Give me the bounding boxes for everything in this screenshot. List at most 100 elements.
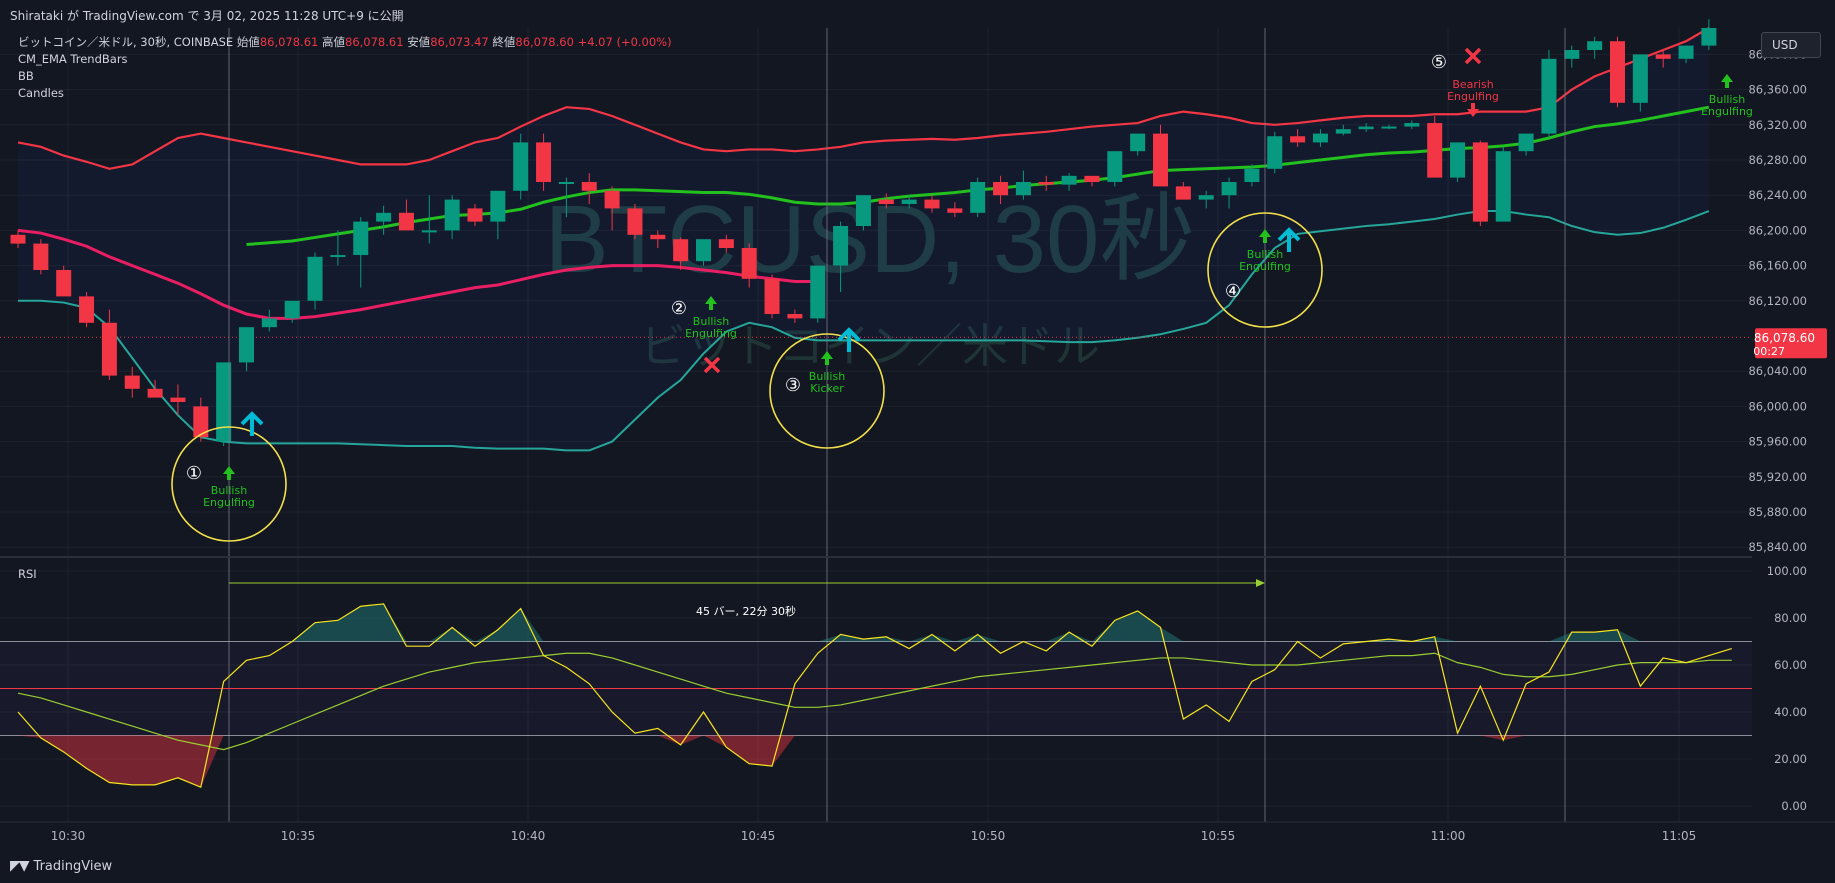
currency-button[interactable]: USD bbox=[1761, 32, 1821, 58]
candle-body bbox=[970, 182, 986, 213]
candle-body bbox=[581, 182, 597, 191]
symbol-line: ビットコイン／米ドル, 30秒, COINBASE bbox=[18, 35, 234, 49]
candle-body bbox=[1084, 175, 1100, 182]
candle-body bbox=[330, 255, 346, 258]
symbol-legend: ビットコイン／米ドル, 30秒, COINBASE 始値86,078.61 高値… bbox=[18, 34, 672, 50]
rsi-ma-line bbox=[17, 652, 1732, 751]
grid bbox=[0, 28, 1835, 822]
measure-label: 45 バー, 22分 30秒 bbox=[696, 604, 796, 618]
pattern-label-line1: Bullish bbox=[1247, 248, 1283, 261]
highlight-circle bbox=[1207, 212, 1323, 328]
price-tick-label: 86,200.00 bbox=[1748, 223, 1807, 237]
candle-body bbox=[833, 226, 849, 266]
price-tick-label: 86,000.00 bbox=[1748, 399, 1807, 413]
time-tick-label: 10:50 bbox=[971, 829, 1006, 843]
time-tick-label: 10:30 bbox=[51, 829, 86, 843]
candle-body bbox=[513, 142, 529, 191]
cross-icon bbox=[1464, 47, 1482, 65]
rsi-line bbox=[17, 603, 1732, 789]
time-tick-label: 11:00 bbox=[1431, 829, 1466, 843]
candle-body bbox=[947, 208, 963, 213]
price-axis-bg bbox=[1752, 28, 1835, 822]
candle-body bbox=[490, 190, 506, 222]
price-tick-label: 85,880.00 bbox=[1748, 505, 1807, 519]
candle-body bbox=[1153, 133, 1168, 187]
candle-body bbox=[1518, 133, 1534, 152]
candle-body bbox=[718, 239, 734, 248]
candle-body bbox=[764, 278, 780, 314]
high-value: 86,078.61 bbox=[345, 35, 404, 49]
candle-body bbox=[1541, 58, 1557, 134]
candle-body bbox=[124, 375, 140, 389]
up-arrow-icon bbox=[223, 466, 235, 480]
candle-body bbox=[147, 388, 163, 398]
brand-text: TradingView bbox=[33, 858, 113, 874]
pattern-label-line1: Bullish bbox=[693, 315, 729, 328]
indicator-rsi[interactable]: RSI bbox=[18, 567, 37, 581]
pattern-label-line2: Engulfing bbox=[203, 496, 255, 509]
highlight-circle bbox=[769, 333, 885, 449]
price-tick-label: 86,360.00 bbox=[1748, 83, 1807, 97]
rsi-tick-label: 60.00 bbox=[1774, 658, 1807, 672]
candle-body bbox=[1587, 41, 1603, 50]
marker-number: ④ bbox=[1225, 281, 1241, 302]
candle-body bbox=[421, 230, 437, 233]
main-pane-bg bbox=[0, 28, 1835, 556]
indicator-bb[interactable]: BB bbox=[18, 69, 34, 83]
candle-body bbox=[993, 182, 1009, 196]
price-tick-label: 86,320.00 bbox=[1748, 118, 1807, 132]
candle-body bbox=[56, 270, 72, 297]
candle-body bbox=[1701, 28, 1717, 46]
marker-number: ⑤ bbox=[1431, 52, 1447, 73]
tradingview-logo-icon: ◤▼ bbox=[10, 858, 29, 874]
time-tick-label: 10:45 bbox=[741, 829, 776, 843]
price-tick-label: 86,280.00 bbox=[1748, 153, 1807, 167]
candle-body bbox=[650, 234, 666, 240]
time-tick-label: 10:40 bbox=[511, 829, 546, 843]
rsi-tick-label: 40.00 bbox=[1774, 705, 1807, 719]
footer bbox=[0, 852, 1835, 883]
candle-body bbox=[467, 208, 483, 222]
candle-body bbox=[1038, 182, 1054, 185]
price-tick-label: 85,960.00 bbox=[1748, 435, 1807, 449]
candle-body bbox=[1290, 136, 1306, 143]
open-value: 86,078.61 bbox=[259, 35, 319, 49]
down-arrow-icon bbox=[1467, 103, 1479, 117]
pattern-label-line1: Bullish bbox=[1709, 93, 1745, 106]
high-label: 高値 bbox=[322, 35, 345, 49]
candle-body bbox=[1061, 175, 1077, 185]
axes: 86,400.0086,360.0086,320.0086,280.0086,2… bbox=[0, 28, 1835, 852]
publish-text: Shirataki が TradingView.com で 3月 02, 202… bbox=[10, 9, 404, 23]
candle-body bbox=[101, 322, 117, 376]
candle-body bbox=[353, 221, 369, 256]
candle-body bbox=[1335, 129, 1351, 134]
pattern-label-line2: Engulfing bbox=[1701, 105, 1753, 118]
up-arrow-icon bbox=[821, 351, 833, 365]
time-tick-label: 11:05 bbox=[1662, 829, 1697, 843]
candle-body bbox=[1564, 50, 1580, 59]
pattern-label-line2: Engulfing bbox=[685, 327, 737, 340]
candle-body bbox=[193, 406, 209, 438]
rsi-tick-label: 20.00 bbox=[1774, 752, 1807, 766]
candle-body bbox=[261, 318, 277, 328]
indicator-candles[interactable]: Candles bbox=[18, 86, 64, 100]
publish-bar: Shirataki が TradingView.com で 3月 02, 202… bbox=[0, 0, 1835, 28]
price-tick-label: 85,840.00 bbox=[1748, 540, 1807, 554]
candle-body bbox=[1450, 142, 1466, 178]
candle-body bbox=[924, 199, 940, 209]
indicator-cm-ema[interactable]: CM_EMA TrendBars bbox=[18, 52, 128, 66]
candle-body bbox=[1678, 45, 1694, 59]
rsi-pane-bg bbox=[0, 558, 1835, 822]
open-label: 始値 bbox=[236, 35, 260, 49]
candles bbox=[10, 19, 1717, 446]
pattern-label-line2: Engulfing bbox=[1447, 90, 1499, 103]
candle-body bbox=[1267, 136, 1283, 169]
change-value: +4.07 (+0.00%) bbox=[577, 35, 672, 49]
candle-body bbox=[216, 362, 232, 442]
time-tick-label: 10:55 bbox=[1201, 829, 1236, 843]
candle-body bbox=[284, 300, 300, 319]
candle-body bbox=[79, 296, 95, 323]
tradingview-brand[interactable]: ◤▼ TradingView bbox=[10, 858, 112, 874]
